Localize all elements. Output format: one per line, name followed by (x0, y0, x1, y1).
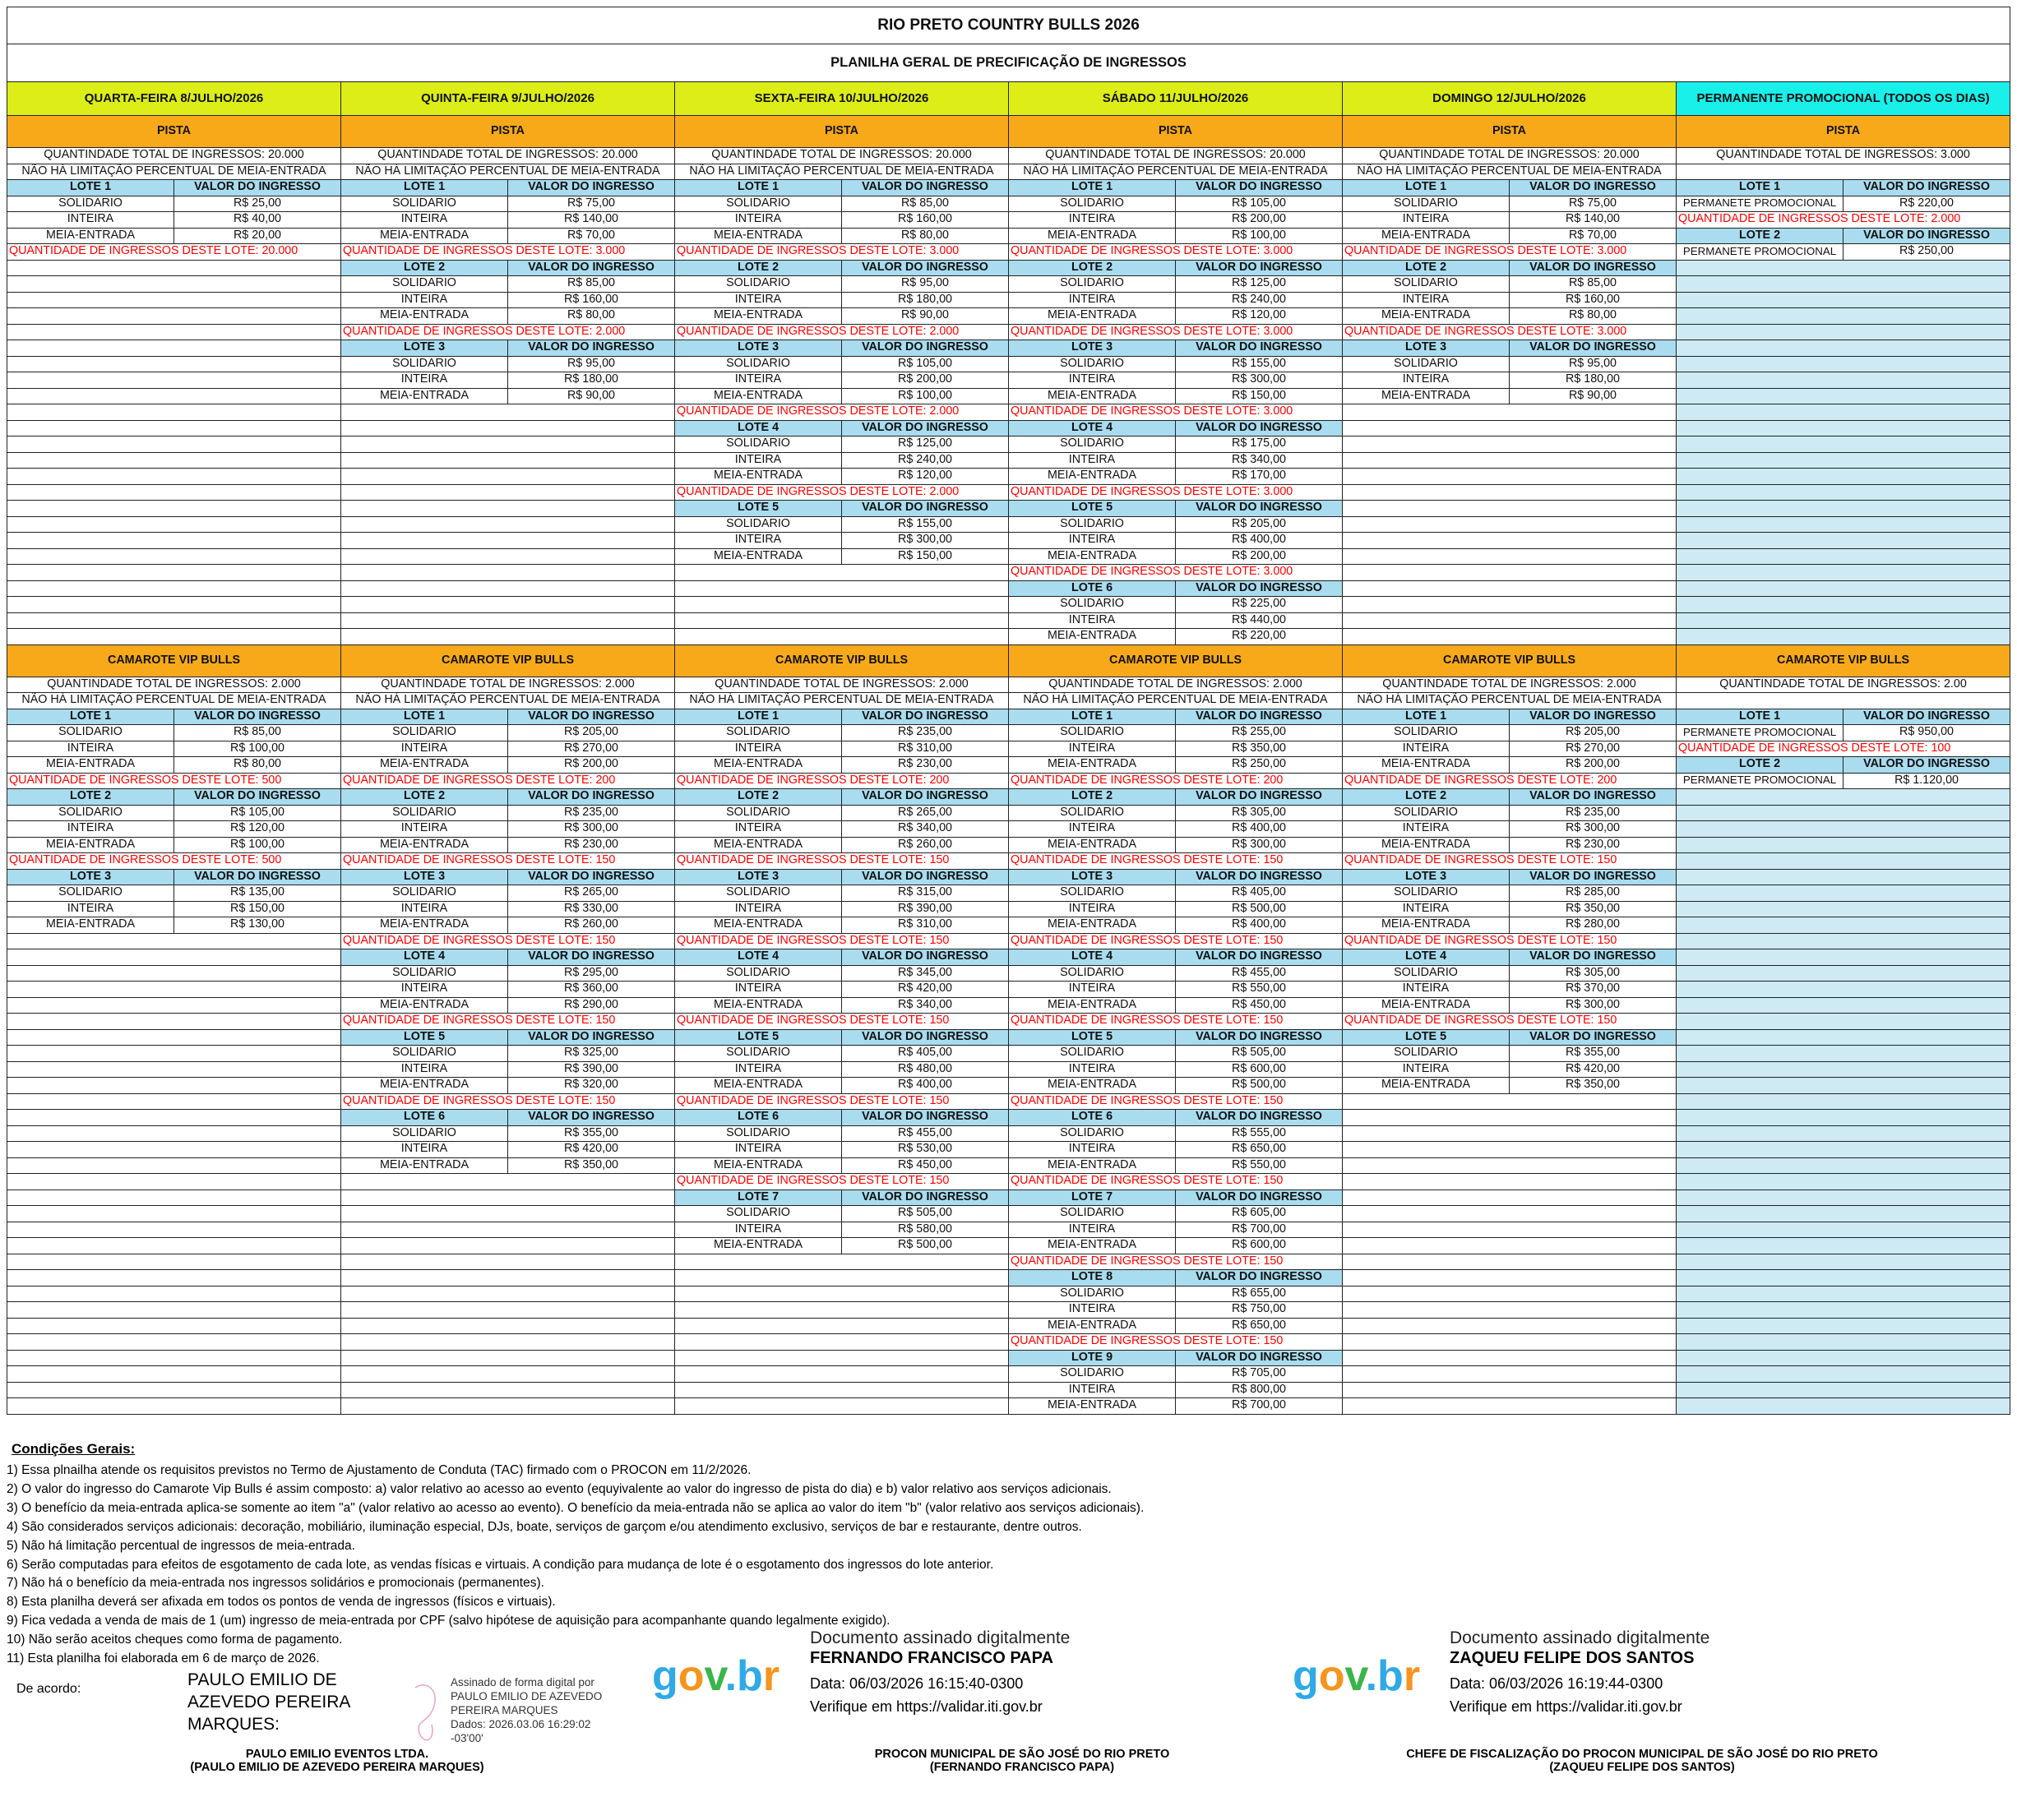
svg-text:gov.br: gov.br (652, 1652, 780, 1700)
svg-text:gov.br: gov.br (1293, 1652, 1420, 1700)
